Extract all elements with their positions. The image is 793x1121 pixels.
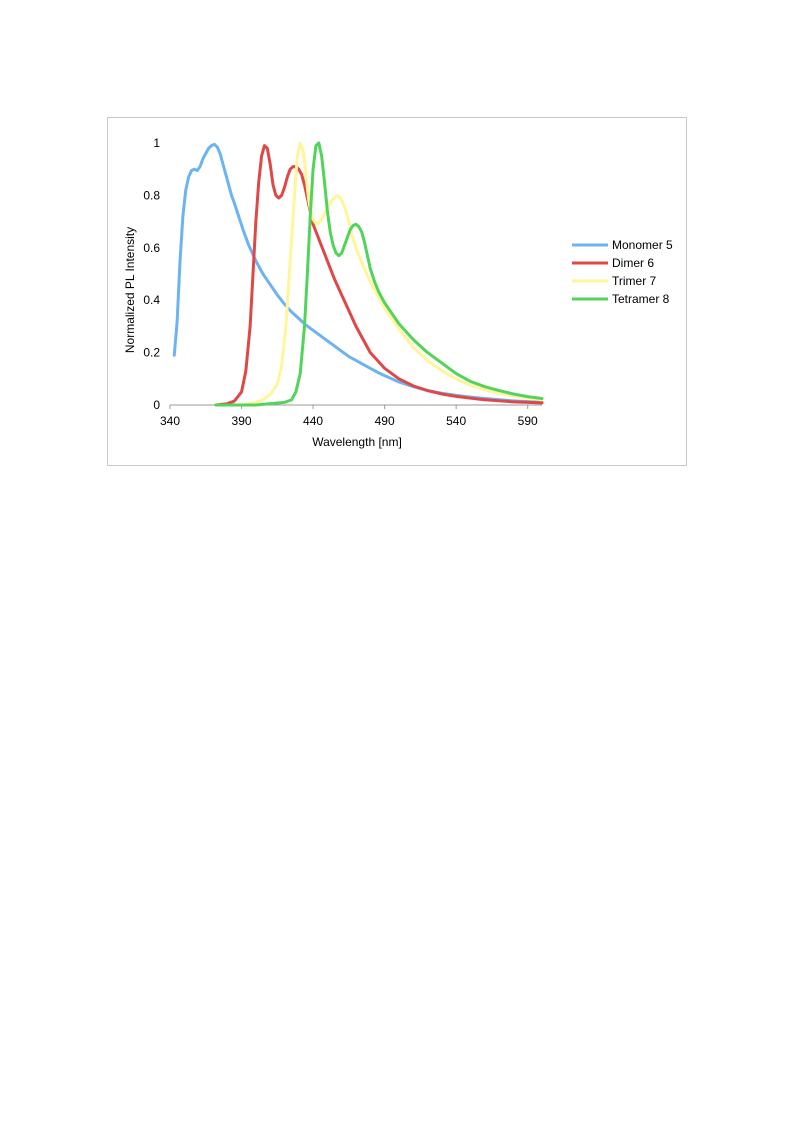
x-tick-label: 390 — [232, 414, 252, 428]
y-axis-title: Normalized PL Intensity — [123, 227, 137, 353]
series-line-tetramer-8 — [214, 141, 544, 407]
chart-frame: 340 390 440 490 540 590 0 0.2 0.4 0.6 0.8 1 Normali… — [107, 117, 687, 466]
y-tick-label: 0 — [153, 398, 160, 412]
series-line-dimer-6 — [214, 144, 544, 407]
legend-label-monomer-5: Monomer 5 — [612, 238, 673, 252]
series-line-trimer-7 — [214, 141, 544, 407]
plot-series — [172, 141, 544, 407]
legend-label-dimer-6: Dimer 6 — [612, 256, 654, 270]
y-tick-label: 0.8 — [143, 188, 160, 202]
x-tick-label: 540 — [446, 414, 466, 428]
x-tick-label: 490 — [375, 414, 395, 428]
legend-label-trimer-7: Trimer 7 — [612, 274, 657, 288]
pl-spectra-chart: 340 390 440 490 540 590 0 0.2 0.4 0.6 0.8 1 Normali… — [123, 136, 673, 449]
y-tick-label: 1 — [153, 136, 160, 150]
y-tick-label: 0.2 — [143, 346, 160, 360]
y-tick-label: 0.6 — [143, 241, 160, 255]
x-tick-label: 340 — [160, 414, 180, 428]
y-tick-label: 0.4 — [143, 293, 160, 307]
x-axis-title: Wavelength [nm] — [312, 435, 402, 449]
series-line-monomer-5 — [172, 142, 544, 404]
axes: 340 390 440 490 540 590 0 0.2 0.4 0.6 0.8 1 — [143, 136, 542, 428]
x-tick-label: 440 — [303, 414, 323, 428]
legend: Monomer 5 Dimer 6 Trimer 7 Tetramer 8 — [572, 238, 673, 306]
legend-label-tetramer-8: Tetramer 8 — [612, 292, 670, 306]
x-tick-label: 590 — [518, 414, 538, 428]
